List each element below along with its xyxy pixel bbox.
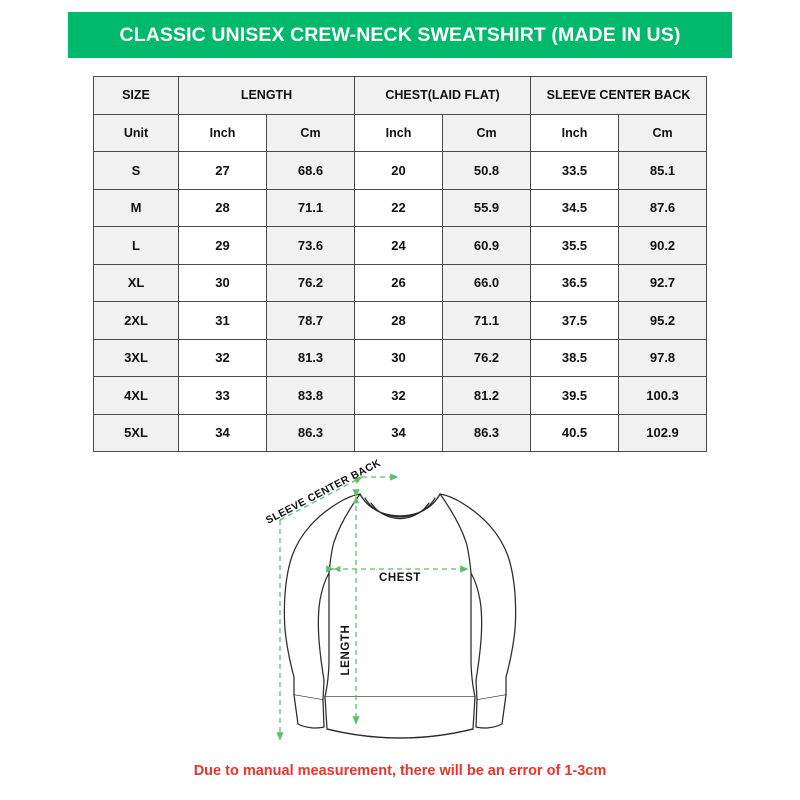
table-row: 3XL 32 81.3 30 76.2 38.5 97.8 <box>93 338 708 377</box>
cell-sleeve-in: 36.5 <box>530 263 620 302</box>
cell-chest-cm: 50.8 <box>442 151 532 190</box>
unit-header-unit: Unit <box>93 113 179 152</box>
label-chest: CHEST <box>379 572 421 584</box>
cell-chest-cm: 60.9 <box>442 226 532 265</box>
table-row: S 27 68.6 20 50.8 33.5 85.1 <box>93 151 708 190</box>
size-table-container: SIZE LENGTH CHEST(LAID FLAT) SLEEVE CENT… <box>93 76 708 452</box>
table-row: 2XL 31 78.7 28 71.1 37.5 95.2 <box>93 301 708 340</box>
unit-header-sleeve-cm: Cm <box>618 113 708 152</box>
cell-chest-in: 34 <box>354 413 444 452</box>
cell-size: 3XL <box>93 338 179 377</box>
cell-length-in: 29 <box>178 226 267 265</box>
cell-sleeve-in: 33.5 <box>530 151 620 190</box>
cell-length-cm: 68.6 <box>265 151 356 190</box>
measurement-guides <box>276 473 469 741</box>
cell-size: L <box>93 226 179 265</box>
table-group-header-row: SIZE LENGTH CHEST(LAID FLAT) SLEEVE CENT… <box>93 76 708 115</box>
table-row: 5XL 34 86.3 34 86.3 40.5 102.9 <box>93 413 708 452</box>
cell-sleeve-in: 39.5 <box>530 376 620 415</box>
cell-length-in: 28 <box>178 188 267 227</box>
unit-header-chest-inch: Inch <box>354 113 444 152</box>
cell-size: M <box>93 188 179 227</box>
label-length: LENGTH <box>340 625 352 676</box>
cell-length-cm: 83.8 <box>265 376 356 415</box>
length-arrow-top <box>352 497 360 504</box>
chest-arrow-left <box>334 565 341 573</box>
unit-header-length-inch: Inch <box>178 113 267 152</box>
unit-header-sleeve-inch: Inch <box>530 113 620 152</box>
cell-chest-in: 24 <box>354 226 444 265</box>
cell-sleeve-cm: 85.1 <box>618 151 708 190</box>
cell-chest-in: 28 <box>354 301 444 340</box>
table-row: L 29 73.6 24 60.9 35.5 90.2 <box>93 226 708 265</box>
cell-sleeve-cm: 92.7 <box>618 263 708 302</box>
cell-chest-cm: 76.2 <box>442 338 532 377</box>
cell-sleeve-cm: 90.2 <box>618 226 708 265</box>
header-banner: CLASSIC UNISEX CREW-NECK SWEATSHIRT (MAD… <box>68 12 732 58</box>
table-unit-header-row: Unit Inch Cm Inch Cm Inch Cm <box>93 113 708 152</box>
cell-size: 4XL <box>93 376 179 415</box>
cell-length-in: 32 <box>178 338 267 377</box>
cell-sleeve-cm: 100.3 <box>618 376 708 415</box>
cell-sleeve-cm: 95.2 <box>618 301 708 340</box>
table-head: SIZE LENGTH CHEST(LAID FLAT) SLEEVE CENT… <box>93 76 708 152</box>
garment-measurement-diagram: SLEEVE CENTER BACK CHEST LENGTH <box>250 452 550 757</box>
cell-chest-in: 22 <box>354 188 444 227</box>
cell-length-in: 27 <box>178 151 267 190</box>
cell-length-cm: 81.3 <box>265 338 356 377</box>
cell-chest-cm: 66.0 <box>442 263 532 302</box>
cell-size: 5XL <box>93 413 179 452</box>
group-header-size: SIZE <box>93 76 179 115</box>
cell-length-in: 33 <box>178 376 267 415</box>
cell-length-cm: 76.2 <box>265 263 356 302</box>
cell-size: XL <box>93 263 179 302</box>
cell-size: 2XL <box>93 301 179 340</box>
cell-chest-cm: 55.9 <box>442 188 532 227</box>
table-row: M 28 71.1 22 55.9 34.5 87.6 <box>93 188 708 227</box>
group-header-sleeve: SLEEVE CENTER BACK <box>530 76 708 115</box>
cell-length-in: 31 <box>178 301 267 340</box>
cell-chest-cm: 86.3 <box>442 413 532 452</box>
cell-sleeve-cm: 97.8 <box>618 338 708 377</box>
cell-sleeve-in: 35.5 <box>530 226 620 265</box>
unit-header-length-cm: Cm <box>265 113 356 152</box>
cell-length-cm: 86.3 <box>265 413 356 452</box>
cell-length-in: 34 <box>178 413 267 452</box>
table-row: 4XL 33 83.8 32 81.2 39.5 100.3 <box>93 376 708 415</box>
cell-length-cm: 73.6 <box>265 226 356 265</box>
cell-length-cm: 71.1 <box>265 188 356 227</box>
cell-chest-cm: 81.2 <box>442 376 532 415</box>
cell-sleeve-in: 40.5 <box>530 413 620 452</box>
cell-sleeve-in: 37.5 <box>530 301 620 340</box>
measurement-disclaimer: Due to manual measurement, there will be… <box>193 763 607 779</box>
page-title: CLASSIC UNISEX CREW-NECK SWEATSHIRT (MAD… <box>119 23 681 46</box>
cell-chest-in: 30 <box>354 338 444 377</box>
group-header-chest: CHEST(LAID FLAT) <box>354 76 532 115</box>
group-header-length: LENGTH <box>177 76 356 115</box>
table-row: XL 30 76.2 26 66.0 36.5 92.7 <box>93 263 708 302</box>
unit-header-chest-cm: Cm <box>442 113 532 152</box>
sweatshirt-outline-icon <box>283 493 517 739</box>
cell-size: S <box>93 151 179 190</box>
sleeve-guide-diagonal <box>279 476 363 521</box>
cell-sleeve-cm: 87.6 <box>618 188 708 227</box>
cell-chest-in: 26 <box>354 263 444 302</box>
cell-chest-in: 20 <box>354 151 444 190</box>
cell-chest-cm: 71.1 <box>442 301 532 340</box>
cell-sleeve-cm: 102.9 <box>618 413 708 452</box>
cell-length-cm: 78.7 <box>265 301 356 340</box>
table-body: S 27 68.6 20 50.8 33.5 85.1 M 28 71.1 22… <box>93 151 708 452</box>
cell-chest-in: 32 <box>354 376 444 415</box>
cell-sleeve-in: 34.5 <box>530 188 620 227</box>
size-table: SIZE LENGTH CHEST(LAID FLAT) SLEEVE CENT… <box>93 76 708 452</box>
cell-length-in: 30 <box>178 263 267 302</box>
cell-sleeve-in: 38.5 <box>530 338 620 377</box>
